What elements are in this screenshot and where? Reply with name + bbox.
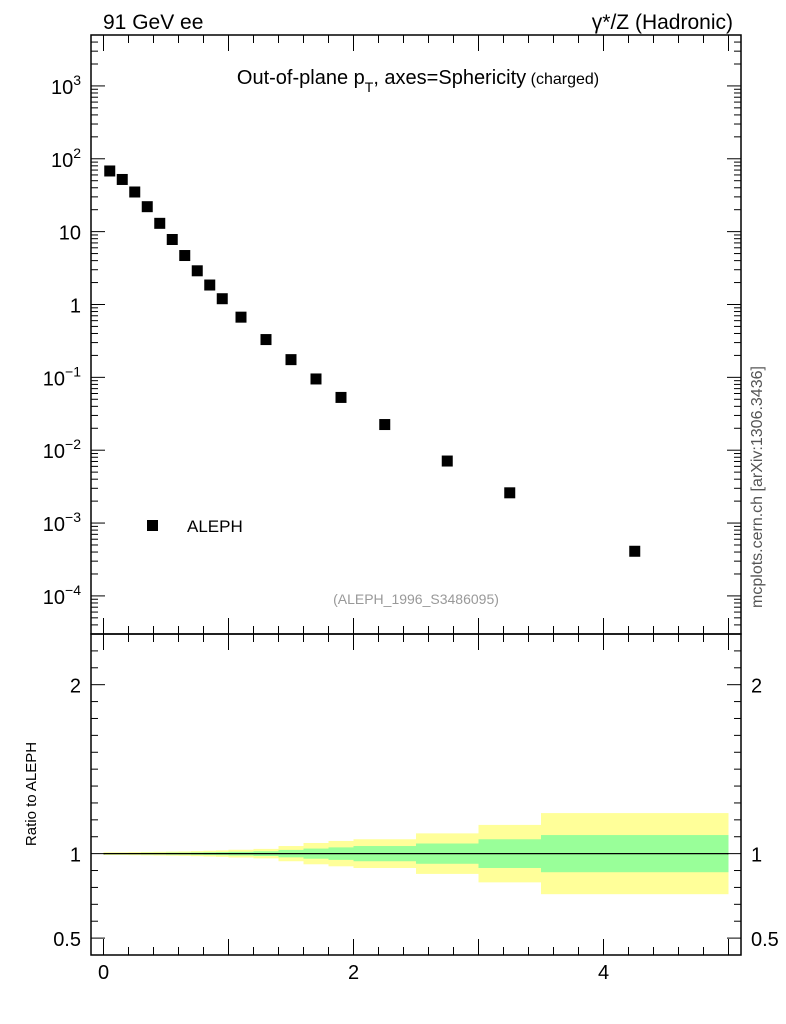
legend-marker bbox=[147, 520, 158, 531]
header-right-label: γ*/Z (Hadronic) bbox=[592, 11, 733, 34]
title-main: Out-of-plane p bbox=[237, 67, 365, 89]
x-tick-label-2: 4 bbox=[598, 962, 609, 984]
data-point-14 bbox=[335, 391, 347, 403]
data-point-18 bbox=[629, 545, 641, 557]
y-tick-label-4: 1 bbox=[70, 295, 81, 317]
data-point-3 bbox=[141, 201, 153, 213]
y-tick-label-0: 10−4 bbox=[43, 582, 81, 609]
y-tick-label-2: 10−2 bbox=[43, 436, 81, 463]
ratio-ylabel: Ratio to ALEPH bbox=[23, 742, 40, 846]
title-small: (charged) bbox=[526, 71, 599, 88]
y-tick-label-1: 10−3 bbox=[43, 509, 81, 536]
data-point-1 bbox=[116, 173, 128, 185]
chart-title: Out-of-plane pT, axes=Sphericity (charge… bbox=[237, 67, 599, 95]
ratio-y-tick-label-right-1: 1 bbox=[751, 845, 762, 867]
data-point-17 bbox=[504, 487, 516, 499]
legend-entry: ALEPH bbox=[187, 517, 243, 536]
data-point-7 bbox=[191, 265, 203, 277]
data-point-8 bbox=[204, 279, 216, 291]
title-rest: , axes=Sphericity bbox=[373, 67, 526, 89]
ratio-y-tick-label-left-0: 0.5 bbox=[53, 929, 81, 951]
axis-ticks bbox=[91, 34, 741, 956]
data-point-16 bbox=[441, 455, 453, 467]
data-point-10 bbox=[235, 311, 247, 323]
data-points bbox=[104, 165, 641, 557]
header-left-label: 91 GeV ee bbox=[103, 11, 203, 34]
ratio-y-tick-label-right-0: 0.5 bbox=[751, 929, 779, 951]
x-tick-label-0: 0 bbox=[98, 962, 109, 984]
analysis-tag: (ALEPH_1996_S3486095) bbox=[333, 591, 499, 607]
y-tick-label-5: 10 bbox=[59, 223, 81, 245]
main-plot-frame bbox=[90, 34, 742, 635]
data-point-11 bbox=[260, 334, 272, 346]
y-tick-label-3: 10−1 bbox=[43, 363, 81, 390]
ratio-y-tick-label-left-2: 2 bbox=[70, 676, 81, 698]
data-point-6 bbox=[179, 250, 191, 262]
data-point-2 bbox=[129, 186, 141, 198]
tick-labels: 10−4 10−3 10−2 10−1 1 10 102 103 0 2 4 0.5 0.5 1 1 2 2 bbox=[43, 72, 779, 984]
plot-frames bbox=[90, 34, 742, 956]
data-point-9 bbox=[216, 293, 228, 305]
title-subscript: T bbox=[365, 79, 374, 95]
data-point-0 bbox=[104, 165, 116, 177]
ratio-y-tick-label-right-2: 2 bbox=[751, 676, 762, 698]
y-tick-label-6: 102 bbox=[51, 145, 81, 172]
data-point-5 bbox=[166, 233, 178, 245]
side-label: mcplots.cern.ch [arXiv:1306.3436] bbox=[749, 366, 766, 608]
data-point-13 bbox=[310, 373, 322, 385]
ratio-y-tick-label-left-1: 1 bbox=[70, 845, 81, 867]
data-point-15 bbox=[379, 419, 391, 431]
data-point-4 bbox=[154, 217, 166, 229]
data-point-12 bbox=[285, 354, 297, 366]
ratio-plot-frame bbox=[90, 633, 742, 956]
y-tick-label-7: 103 bbox=[51, 72, 81, 99]
x-tick-label-1: 2 bbox=[348, 962, 359, 984]
